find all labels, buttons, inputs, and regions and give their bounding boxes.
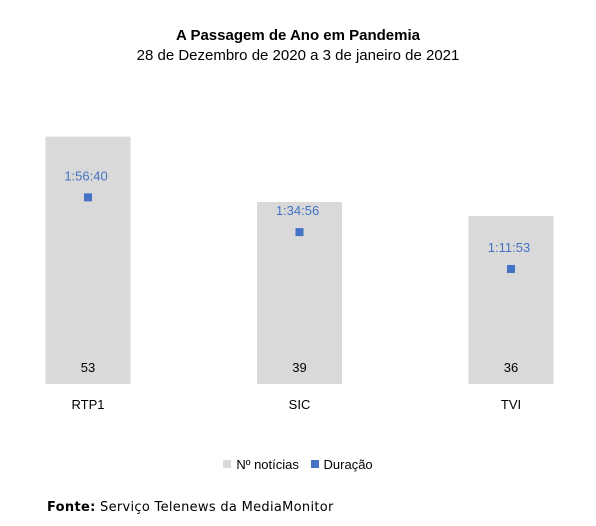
duration-marker-sic: [295, 228, 304, 237]
bar-value-label-rtp1: 53: [81, 360, 95, 375]
duration-label-tvi: 1:11:53: [488, 240, 530, 255]
legend-swatch-bars: [223, 460, 232, 468]
bar-value-label-tvi: 36: [504, 360, 518, 375]
bar-value-label-sic: 39: [292, 360, 306, 375]
category-label-rtp1: RTP1: [72, 397, 105, 412]
legend-label-bars: Nº notícias: [236, 456, 299, 472]
source-text: Serviço Telenews da MediaMonitor: [100, 500, 334, 515]
legend-swatch-markers: [310, 460, 319, 468]
bar-rtp1: [45, 136, 131, 384]
legend-item-bars: Nº notícias: [223, 457, 299, 472]
category-label-sic: SIC: [289, 397, 311, 412]
chart-legend: Nº notícias Duração: [0, 456, 596, 472]
legend-item-markers: Duração: [310, 456, 373, 472]
category-label-tvi: TVI: [501, 397, 521, 412]
duration-marker-tvi: [507, 264, 515, 273]
source-note: Fonte: Serviço Telenews da MediaMonitor: [47, 500, 334, 515]
chart-subtitle: 28 de Dezembro de 2020 a 3 de janeiro de…: [136, 47, 460, 64]
legend-label-markers: Duração: [323, 456, 373, 472]
bar-tvi: [468, 216, 554, 384]
chart-title: A Passagem de Ano em Pandemia: [176, 27, 420, 44]
duration-marker-rtp1: [84, 193, 92, 202]
duration-label-sic: 1:34:56: [276, 203, 319, 218]
chart-plot: 53 RTP1 1:56:40 39 SIC 1:34:56 36 TVI 1:11:53: [45, 136, 554, 412]
source-label: Fonte:: [47, 500, 96, 515]
duration-label-rtp1: 1:56:40: [64, 168, 107, 183]
